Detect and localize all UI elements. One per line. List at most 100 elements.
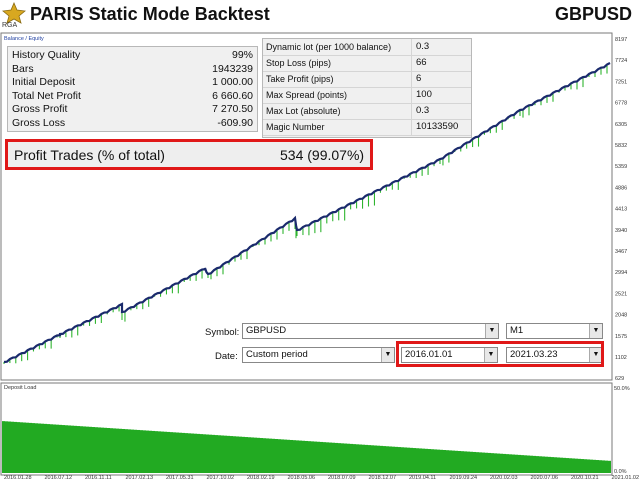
deposit-load-bar (146, 430, 149, 473)
deposit-load-bar (515, 454, 518, 473)
deposit-load-bar (530, 455, 533, 473)
date-from-picker[interactable]: 2016.01.01 ▼ (401, 347, 498, 363)
symbol-select[interactable]: GBPUSD ▼ (242, 323, 499, 339)
deposit-load-bar (224, 435, 227, 473)
timeframe-select-value: M1 (510, 325, 524, 336)
deposit-load-bar (482, 452, 485, 473)
deposit-load-bar (596, 460, 599, 473)
deposit-load-bar (317, 441, 320, 473)
x-tick-label: 2017.10.02 (207, 475, 235, 480)
deposit-load-bar (284, 439, 287, 473)
deposit-load-bar (194, 433, 197, 473)
deposit-load-bar (23, 422, 26, 473)
x-tick-label: 2017.02.13 (126, 475, 154, 480)
deposit-load-bar (485, 452, 488, 473)
deposit-load-bar (401, 447, 404, 473)
chevron-down-icon: ▼ (484, 348, 497, 362)
deposit-load-bar (404, 447, 407, 473)
stats-label: Initial Deposit (12, 76, 76, 89)
chevron-down-icon: ▼ (589, 348, 602, 362)
deposit-load-bar (398, 447, 401, 473)
deposit-load-bar (548, 456, 551, 473)
deposit-load-bar (92, 427, 95, 473)
deposit-load-bar (581, 459, 584, 473)
timeframe-select[interactable]: M1 ▼ (506, 323, 603, 339)
deposit-load-bar (569, 458, 572, 473)
deposit-load-bar (527, 455, 530, 473)
stats-value: 7 270.50 (212, 103, 253, 116)
deposit-load-bar (71, 425, 74, 473)
period-select-value: Custom period (246, 349, 308, 360)
deposit-load-bar (209, 434, 212, 473)
y-tick-label: 629 (615, 376, 624, 382)
deposit-load-bar (56, 424, 59, 473)
parameter-row: Take Profit (pips) 6 (263, 71, 471, 88)
deposit-load-bar (179, 432, 182, 473)
deposit-load-bar (206, 434, 209, 473)
stats-value: 1943239 (212, 62, 253, 75)
deposit-load-bar (212, 434, 215, 473)
y-tick-label: 5832 (615, 143, 627, 149)
x-tick-label: 2020.10.21 (571, 475, 599, 480)
deposit-load-bar (455, 450, 458, 473)
deposit-load-bar (320, 441, 323, 473)
deposit-load-bar (83, 426, 86, 473)
deposit-load-bar (314, 441, 317, 473)
stats-row: Gross Profit 7 270.50 (8, 102, 257, 116)
deposit-load-bar (104, 427, 107, 473)
deposit-load-bar (479, 452, 482, 473)
y-tick-label: 7724 (615, 58, 627, 64)
stats-label: History Quality (12, 49, 81, 61)
deposit-load-bar (560, 457, 563, 473)
deposit-load-bar (533, 455, 536, 473)
x-tick-label: 2021.01.02 (612, 475, 640, 480)
deposit-load-bar (506, 454, 509, 473)
x-tick-label: 2019.09.24 (450, 475, 478, 480)
deposit-load-bar (572, 458, 575, 473)
deposit-load-bar (419, 448, 422, 473)
deposit-load-bar (350, 443, 353, 473)
deposit-load-bar (26, 422, 29, 473)
period-select[interactable]: Custom period ▼ (242, 347, 395, 363)
parameter-value: 100 (416, 89, 432, 100)
deposit-load-bar (2, 421, 5, 473)
deposit-load-bar (281, 439, 284, 473)
deposit-load-bar (125, 429, 128, 473)
deposit-load-bar (359, 444, 362, 473)
deposit-load-bar (542, 456, 545, 473)
deposit-load-bar (203, 434, 206, 473)
deposit-load-bar (413, 448, 416, 473)
date-to-value: 2021.03.23 (510, 349, 558, 360)
parameter-row: Dynamic lot (per 1000 balance) 0.3 (263, 39, 471, 56)
y-tick-label: 1575 (615, 334, 627, 340)
parameter-label: Max Spread (points) (266, 90, 348, 100)
deposit-load-bar (173, 432, 176, 473)
y-tick-label: 2521 (615, 291, 627, 297)
deposit-load-bar (539, 456, 542, 473)
deposit-load-bar (158, 431, 161, 473)
deposit-load-bar (269, 438, 272, 473)
parameter-label: Magic Number (266, 122, 325, 132)
deposit-load-bar (68, 425, 71, 473)
deposit-load-bar (452, 450, 455, 473)
deposit-load-bar (263, 438, 266, 473)
deposit-load-bar (260, 438, 263, 473)
deposit-load-bar (470, 451, 473, 473)
parameter-label: Stop Loss (pips) (266, 58, 332, 68)
deposit-load-bar (554, 457, 557, 473)
x-tick-label: 2018.05.06 (288, 475, 316, 480)
deposit-load-bar (236, 436, 239, 473)
deposit-load-bar (410, 447, 413, 473)
date-to-picker[interactable]: 2021.03.23 ▼ (506, 347, 603, 363)
deposit-load-bar (347, 443, 350, 473)
deposit-load-bar (368, 445, 371, 473)
deposit-load-bar (53, 424, 56, 473)
y-tick-label: 8197 (615, 37, 627, 43)
deposit-load-bar (86, 426, 89, 473)
deposit-load-bar (512, 454, 515, 473)
deposit-load-bar (152, 430, 155, 473)
deposit-load-bar (305, 440, 308, 473)
deposit-load-bar (458, 450, 461, 473)
y-tick-label: 4886 (615, 185, 627, 191)
parameter-value: 0.3 (416, 105, 430, 116)
